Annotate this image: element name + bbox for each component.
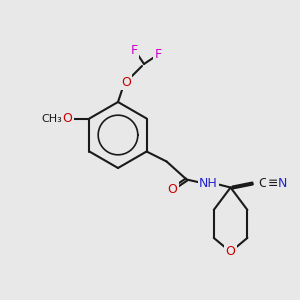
- Text: CH₃: CH₃: [41, 113, 62, 124]
- Text: O: O: [121, 76, 131, 88]
- Text: NH: NH: [199, 177, 218, 190]
- Text: ≡: ≡: [267, 177, 278, 190]
- Text: O: O: [168, 183, 178, 196]
- Text: F: F: [154, 47, 162, 61]
- Text: O: O: [226, 245, 236, 258]
- Text: N: N: [278, 177, 287, 190]
- Text: O: O: [62, 112, 72, 125]
- Text: C: C: [258, 177, 267, 190]
- Text: F: F: [130, 44, 138, 56]
